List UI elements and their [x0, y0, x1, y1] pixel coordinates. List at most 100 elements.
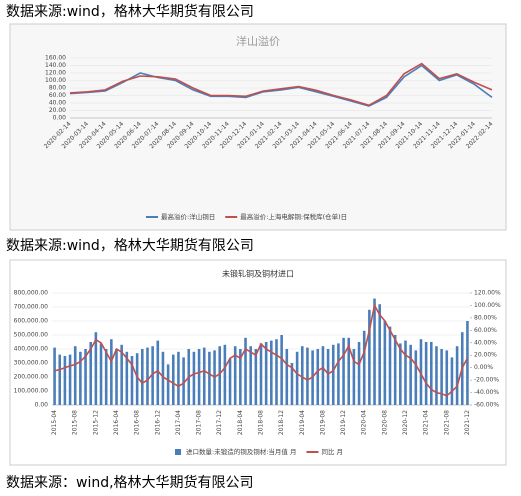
- x-tick-label: 2018-08: [258, 410, 265, 435]
- bar: [239, 349, 242, 405]
- x-tick-label: 2016-04: [113, 410, 120, 435]
- y-tick-label: 100,000.00: [14, 388, 49, 395]
- bar: [373, 298, 376, 405]
- bar: [414, 350, 418, 405]
- y2-tick-label: 20.00%: [474, 352, 497, 359]
- x-tick-label: 2015-08: [72, 410, 79, 435]
- line: [69, 64, 493, 107]
- y-tick-label: 0.00: [35, 402, 49, 409]
- bar: [223, 344, 227, 405]
- x-tick-label: 2020-12: [402, 410, 409, 435]
- bar: [342, 337, 345, 405]
- bar: [94, 332, 98, 405]
- bar: [141, 349, 144, 405]
- bar: [79, 351, 82, 405]
- x-tick-label: 2018-04: [237, 410, 244, 435]
- y2-tick-label: 40.00%: [474, 339, 497, 346]
- x-tick-label: 2021-12: [464, 410, 471, 435]
- bar: [125, 351, 129, 405]
- bar: [197, 349, 201, 405]
- bar: [171, 354, 175, 405]
- bar: [104, 349, 108, 405]
- y2-tick-label: -20.00%: [474, 377, 499, 384]
- bar: [264, 342, 268, 405]
- x-tick-label: 2015-04: [51, 410, 58, 435]
- bar: [280, 335, 283, 405]
- y-tick-label: 0.00: [53, 115, 67, 122]
- bar: [146, 347, 149, 405]
- line: [69, 62, 493, 107]
- bar: [161, 351, 165, 405]
- bar: [233, 346, 237, 405]
- caption: 数据来源：wind,格林大华期货有限公司: [6, 474, 254, 491]
- y-tick-label: 160.00: [45, 55, 66, 62]
- bar: [326, 349, 330, 405]
- y2-tick-label: 0.00%: [474, 364, 493, 371]
- y2-tick-label: -40.00%: [474, 389, 499, 396]
- line: [54, 303, 469, 397]
- bar: [300, 346, 304, 405]
- x-tick-label: 2016-12: [154, 410, 161, 435]
- x-tick-label: 2020-04: [361, 410, 368, 435]
- bar: [182, 357, 185, 405]
- bar: [244, 337, 247, 405]
- x-tick-label: 2017-12: [216, 410, 223, 435]
- bar: [466, 321, 469, 405]
- bar: [89, 342, 92, 405]
- chart-frame: [9, 259, 507, 466]
- x-tick-label: 2015-12: [92, 410, 99, 435]
- bar: [383, 321, 387, 405]
- y-tick-label: 140.00: [45, 62, 66, 69]
- y-tick-label: 800,000.00: [14, 290, 49, 297]
- bar: [368, 309, 371, 405]
- bar: [53, 347, 56, 405]
- y-tick-label: 120.00: [45, 70, 66, 77]
- bar: [378, 304, 381, 405]
- bar: [115, 349, 118, 405]
- bar: [151, 346, 154, 405]
- bar: [73, 346, 77, 405]
- bar: [295, 351, 299, 405]
- legend-label: 进口数量:未锻造的铜及铜材:当月值 月: [186, 447, 296, 456]
- y2-tick-label: -60.00%: [474, 402, 499, 409]
- x-tick-label: 2019-08: [319, 410, 326, 435]
- y-tick-label: 100.00: [45, 77, 66, 84]
- bar: [120, 344, 123, 405]
- x-tick-label: 2020-08: [381, 410, 388, 435]
- bar: [208, 351, 211, 405]
- y-tick-label: 600,000.00: [14, 318, 49, 325]
- caption: 数据来源:wind，格林大华期货有限公司: [6, 3, 254, 20]
- bar: [388, 326, 392, 405]
- y-tick-label: 40.00: [49, 100, 66, 107]
- bar: [166, 364, 170, 405]
- bar: [445, 350, 449, 405]
- bar: [218, 346, 222, 405]
- bar: [68, 354, 72, 405]
- y2-tick-label: 120.00%: [474, 290, 501, 297]
- bar: [331, 344, 335, 405]
- bar: [192, 351, 196, 405]
- bar: [135, 353, 139, 405]
- y-tick-label: 400,000.00: [14, 346, 49, 353]
- x-tick-label: 2016-08: [134, 410, 141, 435]
- y2-tick-label: 80.00%: [474, 314, 497, 321]
- bar: [321, 346, 325, 405]
- bar: [424, 342, 428, 405]
- bar: [84, 349, 87, 405]
- legend-label: 最高溢价:洋山铜日: [161, 212, 215, 221]
- bar: [450, 357, 454, 405]
- bar: [362, 330, 366, 405]
- x-tick-label: 2019-12: [340, 410, 347, 435]
- bar: [352, 349, 356, 405]
- bar: [285, 349, 289, 405]
- x-tick-label: 2018-12: [278, 410, 285, 435]
- bar: [306, 347, 309, 405]
- bar: [177, 351, 180, 405]
- bar: [202, 347, 206, 405]
- x-tick-label: 2017-04: [175, 410, 182, 435]
- bar: [419, 339, 423, 405]
- bar: [254, 349, 258, 405]
- y-tick-label: 60.00: [49, 92, 66, 99]
- bar: [357, 342, 361, 405]
- x-tick-label: 2017-08: [196, 410, 203, 435]
